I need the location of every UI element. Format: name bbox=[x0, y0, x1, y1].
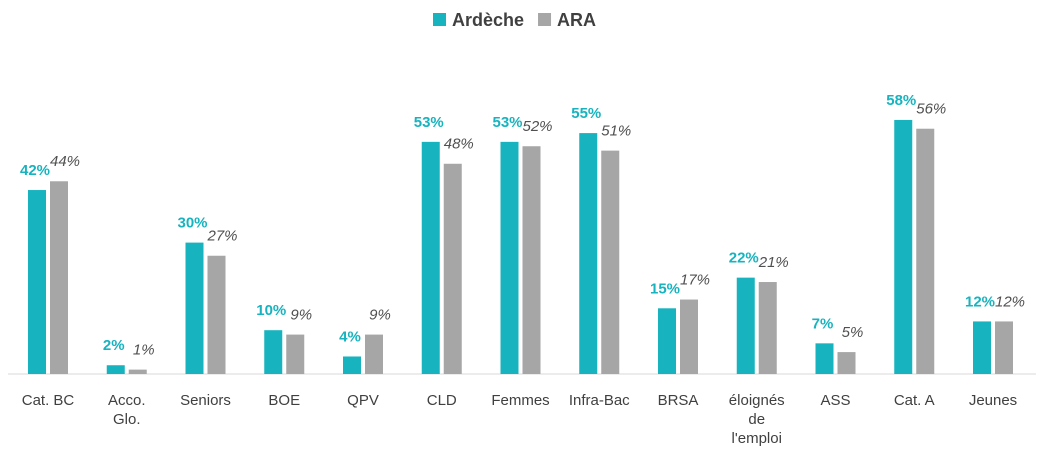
bar bbox=[286, 334, 305, 374]
value-label: 12% bbox=[995, 293, 1025, 310]
value-label: 22% bbox=[729, 250, 759, 267]
x-tick-label: Acco. Glo. bbox=[107, 392, 146, 428]
bar bbox=[579, 133, 598, 374]
x-tick-label: éloignés de l'emploi bbox=[728, 392, 785, 447]
x-tick-label: Jeunes bbox=[968, 392, 1018, 409]
value-label: 30% bbox=[177, 215, 207, 232]
x-tick-label: ASS bbox=[820, 392, 851, 409]
x-tick-label: Cat. A bbox=[893, 392, 935, 409]
bar bbox=[185, 242, 204, 374]
bar bbox=[128, 369, 147, 374]
bar bbox=[601, 150, 620, 374]
value-label: 58% bbox=[886, 92, 916, 109]
x-tick-label: BOE bbox=[268, 392, 301, 409]
bar bbox=[522, 146, 541, 374]
bar bbox=[264, 330, 283, 374]
value-label: 2% bbox=[103, 337, 125, 354]
x-tick-label: BRSA bbox=[657, 392, 699, 409]
value-label: 12% bbox=[965, 293, 995, 310]
bar bbox=[658, 308, 676, 374]
bar bbox=[365, 334, 383, 374]
value-label: 5% bbox=[842, 324, 864, 341]
bar bbox=[837, 352, 856, 374]
value-label: 44% bbox=[50, 153, 80, 170]
bar bbox=[973, 321, 991, 374]
value-label: 56% bbox=[916, 101, 946, 118]
x-tick-label: Femmes bbox=[491, 392, 550, 409]
legend-label: ARA bbox=[557, 10, 596, 30]
legend-swatch bbox=[538, 13, 552, 26]
bar bbox=[916, 128, 935, 374]
value-label: 9% bbox=[290, 307, 312, 324]
bar bbox=[736, 277, 755, 374]
bar bbox=[500, 141, 519, 374]
bar bbox=[421, 141, 440, 374]
value-label: 53% bbox=[492, 114, 522, 131]
value-label: 51% bbox=[601, 123, 631, 140]
value-label: 7% bbox=[812, 315, 834, 332]
value-label: 53% bbox=[414, 114, 444, 131]
legend-swatch bbox=[433, 13, 446, 26]
x-tick-label: Seniors bbox=[180, 392, 231, 409]
bar bbox=[758, 282, 777, 374]
bar bbox=[680, 299, 698, 374]
value-label: 27% bbox=[206, 228, 237, 245]
value-label: 17% bbox=[680, 272, 710, 289]
x-tick-label: CLD bbox=[426, 392, 457, 409]
x-tick-label: Cat. BC bbox=[21, 392, 75, 409]
bar bbox=[106, 365, 125, 374]
value-label: 52% bbox=[522, 118, 552, 135]
x-tick-label: Infra-Bac bbox=[568, 392, 630, 409]
bar bbox=[894, 119, 913, 375]
value-label: 15% bbox=[650, 280, 680, 297]
value-label: 1% bbox=[133, 342, 155, 359]
bar bbox=[443, 163, 462, 374]
value-label: 55% bbox=[571, 105, 601, 122]
bar bbox=[207, 255, 226, 374]
value-label: 21% bbox=[758, 254, 789, 271]
value-label: 48% bbox=[444, 136, 474, 153]
value-label: 42% bbox=[20, 162, 50, 179]
bar bbox=[815, 343, 834, 374]
bar bbox=[50, 181, 68, 374]
bar bbox=[28, 190, 46, 374]
bar bbox=[343, 356, 361, 374]
value-label: 4% bbox=[339, 328, 361, 345]
value-label: 9% bbox=[369, 307, 391, 324]
x-tick-label: QPV bbox=[347, 392, 379, 409]
bar bbox=[995, 321, 1013, 374]
legend-label: Ardèche bbox=[452, 10, 524, 30]
value-label: 10% bbox=[256, 302, 286, 319]
